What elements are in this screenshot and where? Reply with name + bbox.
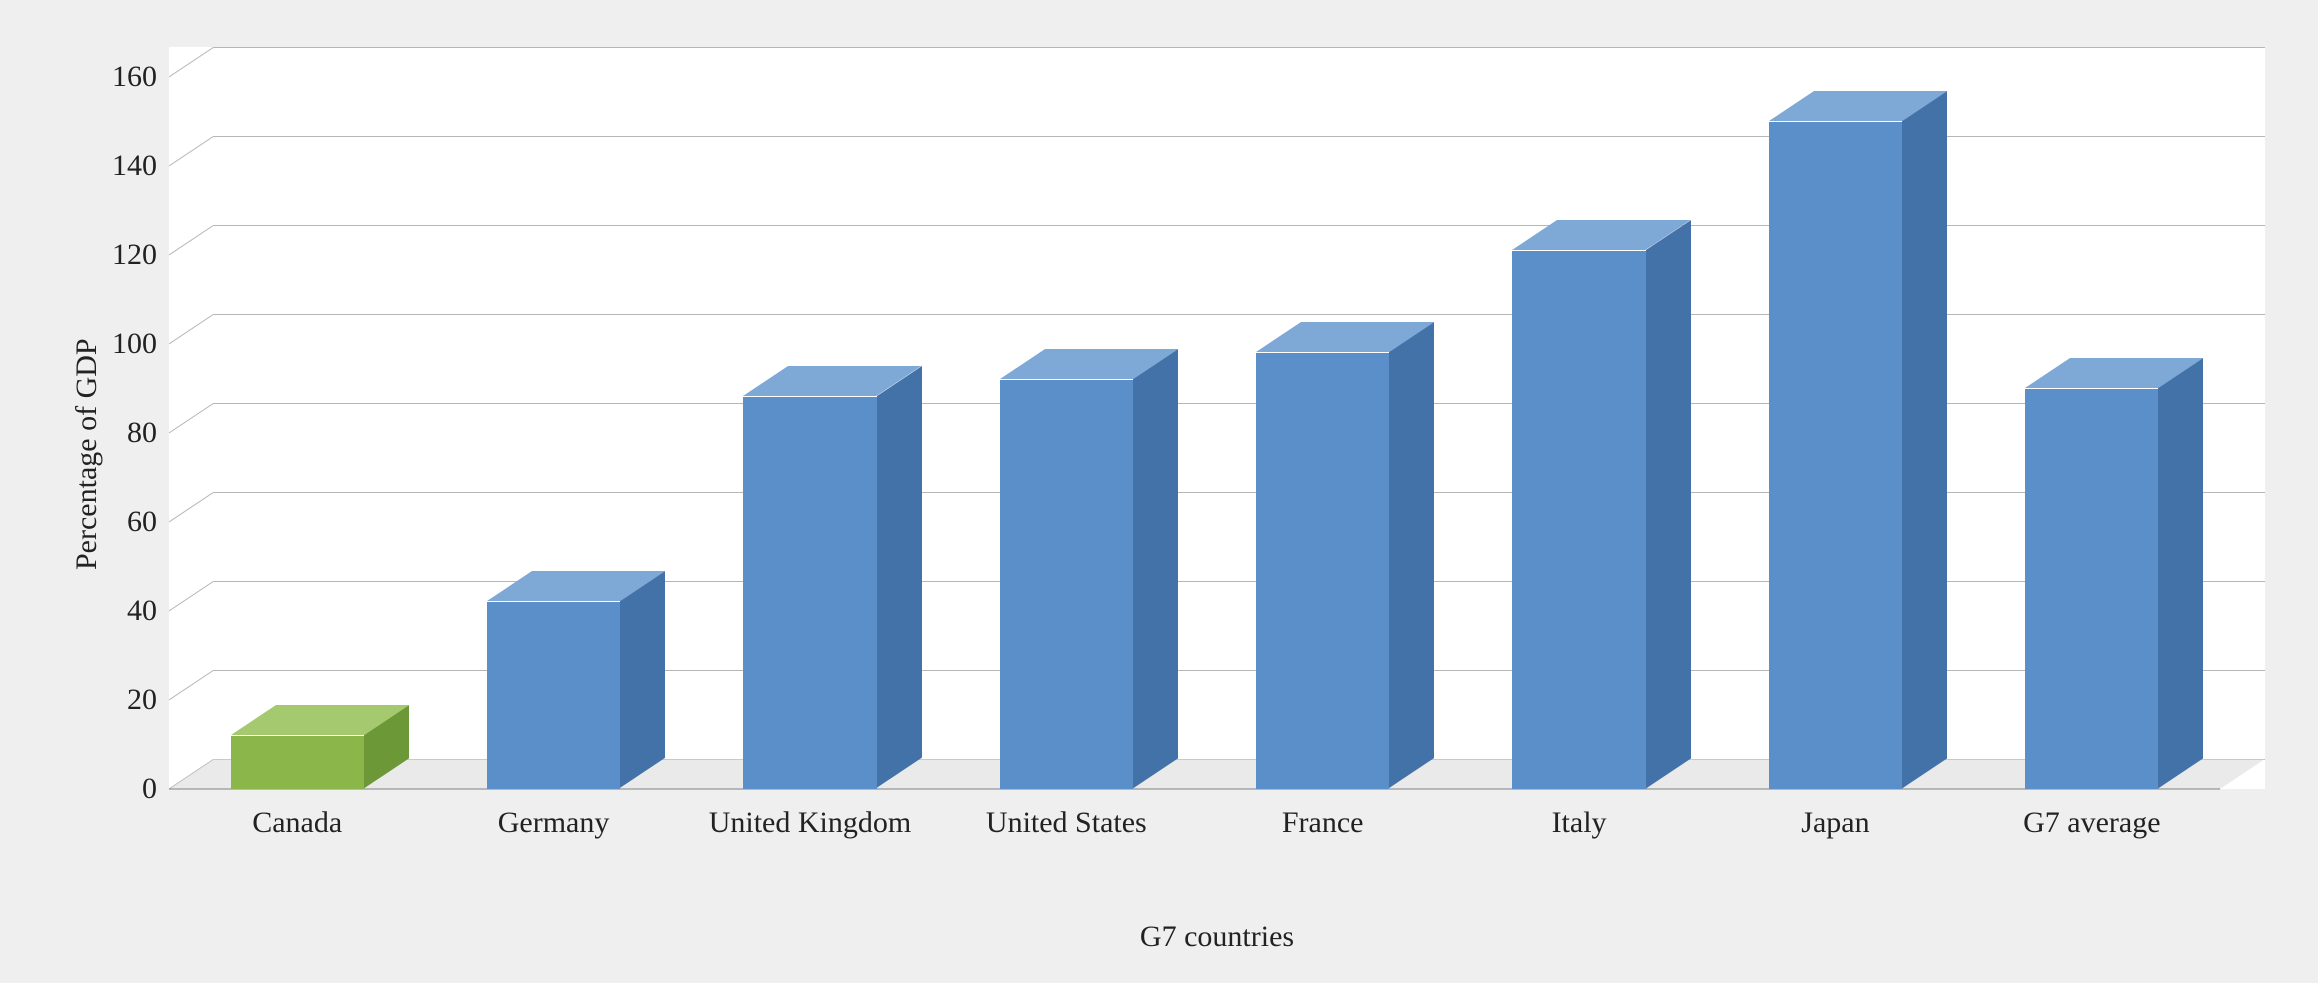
bar-top [1000, 349, 1179, 380]
x-tick-label: Italy [1449, 805, 1709, 841]
y-axis-title: Percentage of GDP [70, 338, 104, 570]
grid-connector [169, 47, 215, 78]
plot-floor [169, 759, 2265, 791]
y-tick-label: 20 [37, 683, 157, 717]
bar [487, 572, 665, 789]
bar-top [487, 571, 666, 602]
x-tick-label: Canada [167, 805, 427, 841]
gridline [214, 225, 2265, 226]
bar-side [2158, 358, 2204, 790]
bar-side [620, 571, 666, 789]
x-tick-label: Germany [424, 805, 684, 841]
bar-top [2025, 358, 2204, 389]
bar [231, 706, 409, 789]
gridline [214, 492, 2265, 493]
bar [1769, 92, 1947, 790]
x-tick-label: France [1193, 805, 1453, 841]
x-tick-label: United States [936, 805, 1196, 841]
y-tick-label: 0 [37, 772, 157, 806]
bar-top [1769, 91, 1948, 122]
grid-connector [169, 670, 215, 701]
x-tick-label: United Kingdom [680, 805, 940, 841]
bar-side [1646, 220, 1692, 789]
bar-chart: 020406080100120140160CanadaGermanyUnited… [0, 0, 2318, 983]
bar-front [487, 602, 620, 789]
bar-top [1512, 220, 1691, 251]
plot-area [169, 47, 2265, 789]
x-tick-label: G7 average [1962, 805, 2222, 841]
gridline [214, 403, 2265, 404]
bar-side [1902, 91, 1948, 790]
gridline [214, 47, 2265, 48]
bar-front [1512, 251, 1645, 789]
grid-connector [169, 403, 215, 434]
bar-front [1769, 122, 1902, 790]
bar [743, 367, 921, 789]
bar-front [743, 397, 876, 789]
bar-side [1389, 322, 1435, 789]
y-tick-label: 160 [37, 60, 157, 94]
bar-front [1000, 380, 1133, 789]
bar-top [231, 705, 410, 736]
bar-front [231, 736, 364, 789]
bar [2025, 359, 2203, 790]
bar-side [877, 366, 923, 789]
bar [1256, 323, 1434, 789]
y-tick-label: 120 [37, 238, 157, 272]
y-tick-label: 140 [37, 149, 157, 183]
y-tick-label: 40 [37, 594, 157, 628]
gridline [214, 136, 2265, 137]
grid-connector [169, 136, 215, 167]
x-axis-title: G7 countries [169, 920, 2265, 954]
bar [1512, 221, 1690, 789]
bar-front [1256, 353, 1389, 789]
bar-front [2025, 389, 2158, 790]
gridline [214, 314, 2265, 315]
x-tick-label: Japan [1705, 805, 1965, 841]
grid-connector [169, 314, 215, 345]
bar-side [1133, 349, 1179, 789]
bar-top [743, 366, 922, 397]
grid-connector [169, 225, 215, 256]
grid-connector [169, 492, 215, 523]
bar [1000, 350, 1178, 789]
bar-top [1256, 322, 1435, 353]
grid-connector [169, 581, 215, 612]
